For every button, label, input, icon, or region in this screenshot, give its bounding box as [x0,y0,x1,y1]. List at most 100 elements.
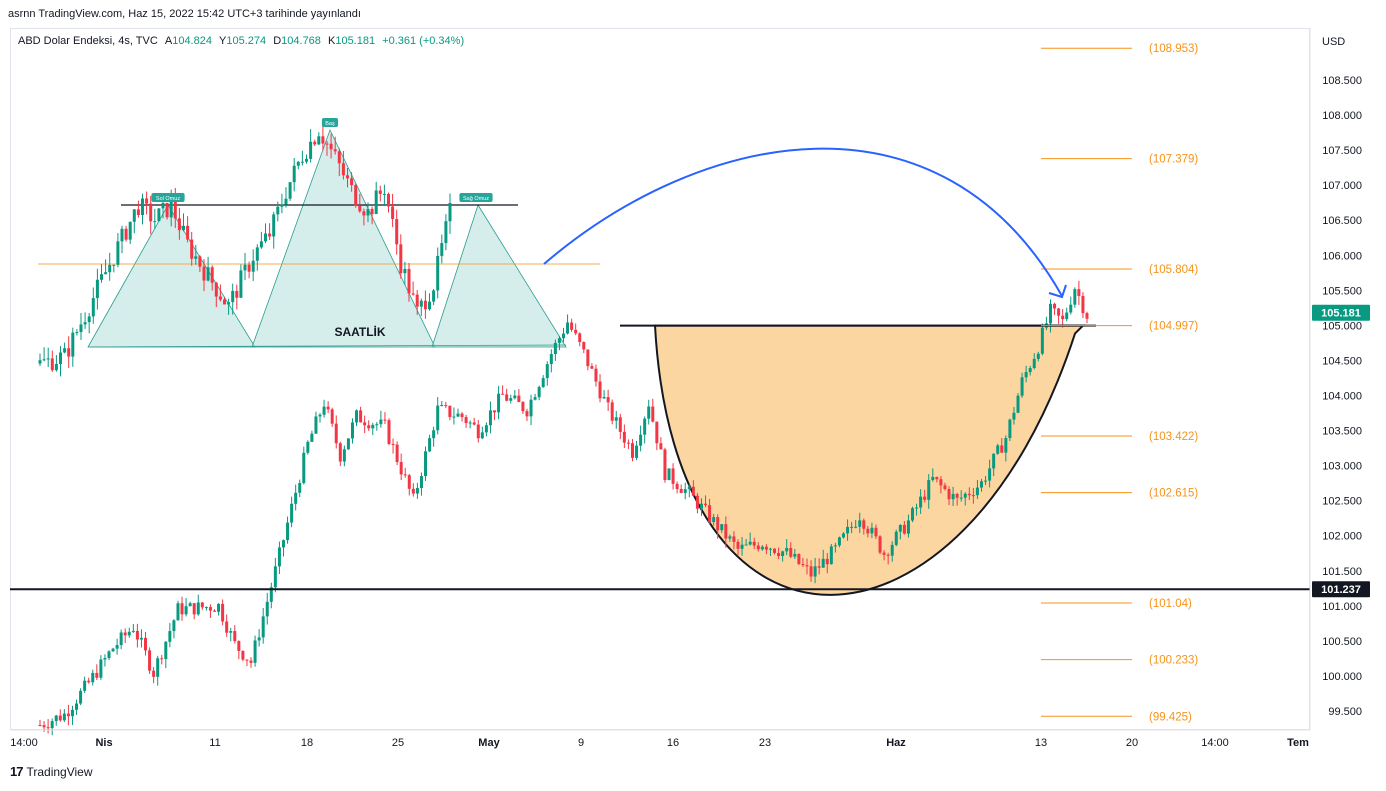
time-tick-label: May [478,737,500,749]
main-candle [931,468,935,482]
close-label: K [327,35,336,47]
main-candle-body [947,489,951,500]
main-candle [403,467,407,478]
main-candle-body [797,553,801,565]
main-candle-body [911,508,914,521]
main-candle [257,629,261,647]
support-price-label: 101.237 [1321,584,1361,596]
inset-candle-body [337,151,341,164]
main-candle-body [1032,358,1036,369]
main-candle [184,598,188,617]
main-candle [992,453,996,477]
main-candle-body [574,329,578,334]
main-candle-body [663,449,667,481]
main-candle [314,411,318,434]
inset-candle-body [251,260,255,272]
main-candle-body [1085,313,1089,319]
inset-candle [268,223,272,241]
main-candle [123,628,127,644]
inset-candle-body [157,208,161,222]
main-candle-body [355,410,359,423]
main-candle [622,424,626,448]
main-candle-body [217,603,221,612]
projection-arc [543,147,1063,297]
main-candle [387,418,391,446]
main-candle [833,542,837,553]
main-candle-body [963,493,967,498]
main-candle [667,468,671,481]
inset-candle-body [202,266,206,281]
main-candle [1077,280,1081,305]
main-candle-body [188,603,192,607]
main-candle [716,514,720,539]
main-candle-body [687,486,691,490]
main-candle-body [781,551,785,556]
main-candle [773,548,777,555]
main-candle-body [298,483,302,493]
inset-candle-body [136,209,140,215]
main-candle-body [66,713,70,717]
main-candle-body [119,632,123,646]
main-candle-body [371,424,375,429]
main-candle-body [606,397,610,403]
main-candle [614,410,618,429]
main-candle-body [817,566,821,568]
currency-label: USD [1322,36,1345,48]
main-candle-body [618,417,622,432]
main-candle-body [225,621,229,633]
main-candle-body [988,468,992,481]
inset-candle-body [407,268,411,294]
main-candle [898,524,902,540]
inset-candle [337,148,341,177]
main-candle-body [87,680,91,683]
main-candle [456,408,460,418]
main-candle-body [411,488,415,494]
inset-candle-body [63,348,67,353]
main-candle-body [1048,303,1052,324]
main-candle [1073,287,1077,308]
right-shoulder-label: Sağ Omuz [459,193,493,202]
price-tick-label: 108.500 [1322,75,1362,87]
inset-candle-body [325,143,329,145]
main-candle [350,418,354,444]
main-candle-body [103,657,107,660]
inset-candle [161,199,165,219]
main-candle [1004,435,1008,462]
main-candle-body [456,413,460,417]
fib-level-label: (103.422) [1149,431,1198,443]
main-candle [996,443,1000,455]
inset-candle [202,259,206,292]
main-candle-body [890,544,894,556]
main-candle-body [480,432,484,439]
main-candle-body [99,659,103,678]
main-candle [610,399,614,425]
fib-level-label: (105.804) [1149,264,1198,276]
footer-brand[interactable]: 17 TradingView [10,764,93,779]
main-candle [939,476,943,494]
inset-candle [71,327,75,367]
main-candle [286,516,290,544]
main-candle-body [935,476,939,480]
inset-candle [280,193,284,214]
main-candle-body [525,411,529,417]
main-candle-body [1016,395,1020,413]
main-candle [241,650,245,662]
inset-candle-body [149,203,153,222]
main-candle [480,426,484,440]
head-label-text: Baş [325,121,335,127]
fib-level-label: (101.04) [1149,598,1192,610]
main-candle-body [428,438,432,452]
main-candle [817,558,821,575]
main-candle [911,506,914,523]
main-candle [237,640,241,660]
main-candle-body [46,727,50,729]
main-candle-body [326,406,330,410]
inset-candle [407,263,411,302]
main-candle [797,553,801,566]
inset-candle [54,355,58,372]
inset-candle [292,157,296,192]
inset-candle-body [415,294,419,307]
main-candle [338,441,342,466]
main-candle-body [334,423,338,444]
